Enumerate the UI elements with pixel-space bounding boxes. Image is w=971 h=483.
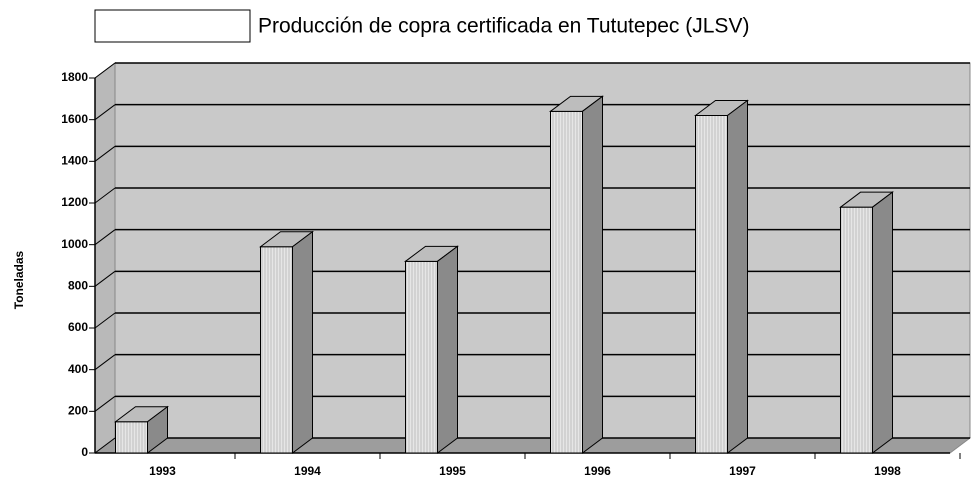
bar-side (582, 95, 603, 454)
y-tick-label: 1000 (61, 237, 88, 251)
grid-line-side (94, 312, 116, 329)
grid-line-side (94, 229, 116, 246)
legend-swatch (94, 9, 251, 43)
y-tick-label: 1600 (61, 112, 88, 126)
bar-side (292, 230, 313, 454)
y-tick-label: 0 (81, 445, 88, 459)
y-tick-label: 200 (68, 404, 88, 418)
bar-front (405, 260, 438, 454)
bar-side (727, 99, 748, 454)
bar-front (115, 421, 148, 454)
x-tick-label: 1995 (439, 464, 466, 478)
bar-side (872, 191, 893, 454)
bar-front (550, 110, 583, 454)
bar-side (437, 245, 458, 454)
bar-front (260, 246, 293, 454)
bar (549, 95, 604, 454)
grid-line-side (94, 270, 116, 287)
bar (114, 405, 169, 454)
grid-line-side (94, 145, 116, 162)
x-tick-label: 1996 (584, 464, 611, 478)
grid (94, 62, 970, 454)
x-tick-label: 1993 (149, 464, 176, 478)
grid-line-side (94, 354, 116, 371)
bar (694, 99, 749, 454)
side-wall (94, 62, 116, 454)
legend-label: Producción de copra certificada en Tutut… (258, 15, 749, 38)
grid-line-side (94, 104, 116, 121)
bar (404, 245, 459, 454)
y-tick-label: 1400 (61, 154, 88, 168)
grid-line-side (94, 395, 116, 412)
x-tick-label: 1998 (874, 464, 901, 478)
y-tick-label: 600 (68, 320, 88, 334)
x-tick-label: 1997 (729, 464, 756, 478)
grid-line-side (94, 187, 116, 204)
bar-side (147, 405, 168, 454)
x-tick-label: 1994 (294, 464, 321, 478)
bar-front (840, 206, 873, 454)
bar-front (695, 115, 728, 454)
y-tick-label: 800 (68, 279, 88, 293)
grid-line-side (94, 437, 116, 454)
y-tick-label: 400 (68, 362, 88, 376)
y-tick-label: 1800 (61, 70, 88, 84)
floor (93, 437, 971, 454)
grid-line-side (94, 62, 116, 79)
bar (259, 230, 314, 454)
y-tick-label: 1200 (61, 195, 88, 209)
bar (839, 191, 894, 454)
y-axis-label: Toneladas (12, 250, 26, 309)
